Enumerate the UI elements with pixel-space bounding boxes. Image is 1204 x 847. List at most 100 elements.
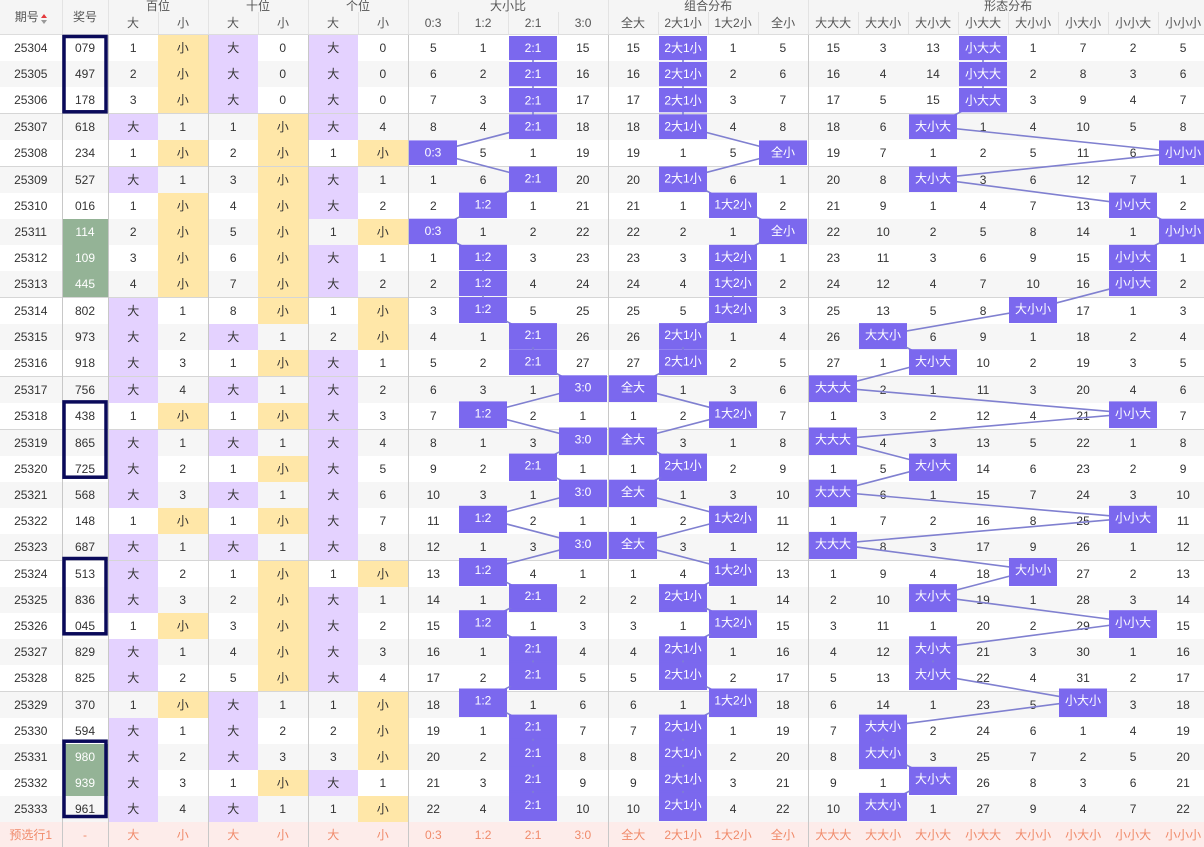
cell-units-big: 1 — [307, 796, 359, 822]
cell-issue: 25322 — [0, 508, 62, 534]
cell-ratio-2: 2:1 — [508, 34, 559, 61]
cell-combo-0: 1 — [607, 508, 659, 534]
cell-combo-1: 3 — [658, 429, 709, 456]
miss-count: 5 — [879, 462, 887, 476]
miss-count: 3 — [1129, 488, 1137, 502]
miss-count: 3 — [929, 436, 937, 450]
cell-hundreds-small: 小 — [158, 613, 209, 639]
cell-ratio-2: 2:1 — [508, 87, 559, 114]
cell-combo-1: 1 — [658, 193, 709, 219]
cell-ratio-2: 2:1 — [508, 770, 559, 796]
hit-badge: 大小小 — [1009, 299, 1058, 323]
cell-tens-small: 1 — [258, 534, 309, 561]
preselect-shape-1[interactable]: 大大小 — [858, 822, 909, 847]
preselect-ratio-1[interactable]: 1:2 — [458, 822, 509, 847]
preselect-hundreds-small[interactable]: 小 — [158, 822, 209, 847]
cell-tens-small: 小 — [258, 297, 309, 324]
cell-units-big: 1 — [307, 219, 359, 245]
preselect-combo-2[interactable]: 1大2小 — [708, 822, 759, 847]
hit-badge: 全大 — [609, 378, 658, 402]
preselect-tens-big[interactable]: 大 — [207, 822, 259, 847]
cell-prize-number: 079 — [61, 34, 108, 61]
hit-label: 小 — [276, 567, 289, 581]
cell-prize-number: 114 — [61, 219, 108, 245]
miss-count: 22 — [1076, 436, 1090, 450]
hit-badge: 2大1小 — [659, 351, 708, 375]
table-row: 25331 980 大 2 大 3 3 小 20 2 2:1 8 8 2大1小 2 20 8 大大小 3 25 7 2 5 2… — [0, 744, 1204, 770]
cell-combo-3: 3 — [758, 297, 809, 324]
preselect-row[interactable]: 预选行1- 大小大小大小 0:3 1:2 2:1 3:0 全大 2大1小 1大2小 全小 大大大 大大… — [0, 822, 1204, 847]
preselect-combo-3[interactable]: 全小 — [758, 822, 809, 847]
miss-count: 14 — [876, 698, 890, 712]
preselect-shape-7[interactable]: 小小小 — [1158, 822, 1204, 847]
preselect-shape-2[interactable]: 大小大 — [908, 822, 959, 847]
miss-count: 11 — [876, 619, 890, 633]
cell-hundreds-big: 3 — [107, 245, 158, 271]
miss-count: 1 — [129, 698, 137, 712]
miss-count: 13 — [1176, 567, 1190, 581]
miss-count: 1 — [1129, 540, 1137, 554]
preselect-units-small[interactable]: 小 — [358, 822, 409, 847]
cell-combo-2: 1 — [708, 219, 759, 245]
cell-shape-2: 3 — [908, 245, 959, 271]
preselect-shape-4[interactable]: 大小小 — [1008, 822, 1059, 847]
preselect-shape-3[interactable]: 小大大 — [958, 822, 1009, 847]
miss-count: 6 — [1129, 146, 1137, 160]
hit-label: 小 — [376, 724, 389, 738]
miss-count: 8 — [229, 304, 237, 318]
cell-shape-0: 25 — [807, 297, 859, 324]
cell-shape-4: 2 — [1008, 350, 1059, 377]
miss-count: 27 — [826, 356, 840, 370]
preselect-tens-small[interactable]: 小 — [258, 822, 309, 847]
miss-count: 5 — [429, 356, 437, 370]
cell-prize-number: 980 — [61, 744, 108, 770]
miss-count: 2 — [929, 225, 937, 239]
cell-shape-5: 16 — [1058, 271, 1109, 298]
preselect-ratio-2[interactable]: 2:1 — [508, 822, 559, 847]
cell-prize-number: 497 — [61, 61, 108, 87]
cell-tens-big: 2 — [207, 587, 259, 613]
preselect-combo-1[interactable]: 2大1小 — [658, 822, 709, 847]
preselect-combo-0[interactable]: 全大 — [607, 822, 659, 847]
cell-tens-big: 2 — [207, 140, 259, 167]
sort-icon[interactable] — [40, 13, 47, 24]
cell-shape-7: 14 — [1158, 587, 1204, 613]
cell-combo-3: 1 — [758, 166, 809, 193]
hit-badge: 大大大 — [809, 431, 858, 455]
cell-tens-big: 7 — [207, 271, 259, 298]
cell-prize-number: 045 — [61, 613, 108, 639]
miss-count: 16 — [826, 67, 840, 81]
preselect-ratio-0[interactable]: 0:3 — [407, 822, 459, 847]
preselect-shape-5[interactable]: 小大小 — [1058, 822, 1109, 847]
cell-combo-1: 2大1小 — [658, 324, 709, 350]
miss-count: 5 — [1179, 41, 1187, 55]
hit-badge: 全大 — [609, 535, 658, 559]
miss-count: 3 — [579, 619, 587, 633]
col-issue[interactable]: 期号 — [0, 0, 63, 35]
cell-shape-0: 19 — [807, 140, 859, 167]
group-label: 组合分布 — [684, 0, 733, 12]
hit-badge: 1:2 — [459, 509, 508, 533]
miss-count: 2 — [179, 462, 187, 476]
miss-count: 3 — [179, 776, 187, 790]
miss-count: 6 — [229, 251, 237, 265]
cell-shape-3: 5 — [958, 219, 1009, 245]
preselect-units-big[interactable]: 大 — [307, 822, 359, 847]
preselect-shape-0[interactable]: 大大大 — [807, 822, 859, 847]
hit-label: 小 — [176, 199, 189, 213]
cell-shape-0: 1 — [807, 403, 859, 430]
cell-combo-2: 1大2小 — [708, 271, 759, 298]
miss-count: 27 — [1076, 567, 1090, 581]
preselect-hundreds-big[interactable]: 大 — [107, 822, 158, 847]
miss-count: 9 — [779, 462, 787, 476]
hit-badge: 2:1 — [509, 719, 558, 743]
cell-shape-5: 9 — [1058, 87, 1109, 114]
cell-combo-1: 2大1小 — [658, 61, 709, 87]
cell-shape-0: 大大大 — [807, 429, 859, 456]
preselect-ratio-3[interactable]: 3:0 — [558, 822, 609, 847]
preselect-shape-6[interactable]: 小小大 — [1108, 822, 1159, 847]
cell-prize-number: 939 — [61, 770, 108, 796]
miss-count: 1 — [829, 409, 837, 423]
miss-count: 8 — [1179, 120, 1187, 134]
cell-combo-2: 1 — [708, 587, 759, 613]
